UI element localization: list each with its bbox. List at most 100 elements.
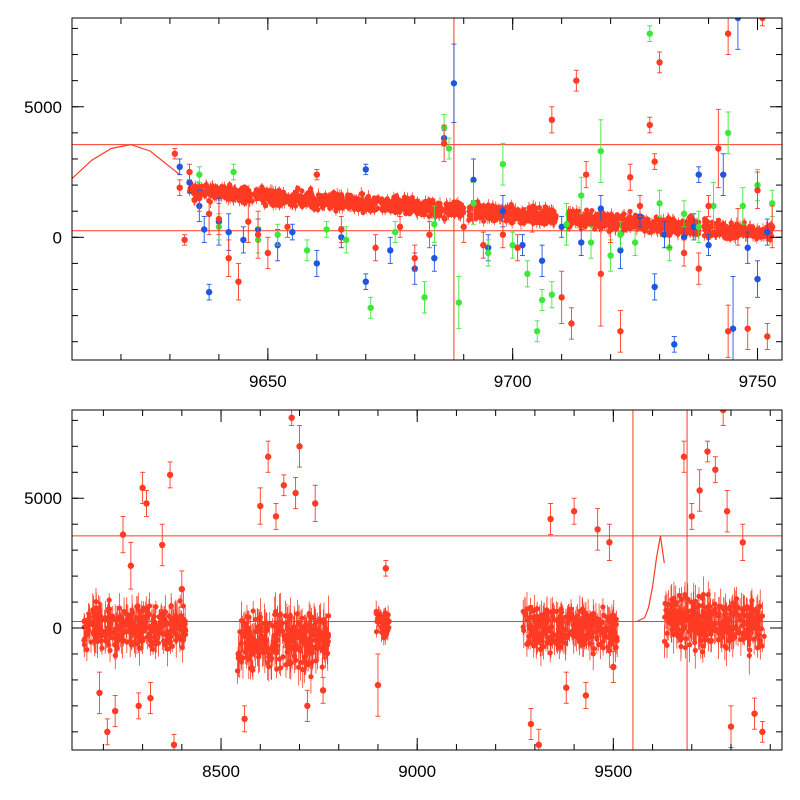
data-point-red [636,202,644,210]
dense-point [102,638,108,644]
data-point-blue [558,223,565,231]
dense-point [105,606,112,612]
data-point-red [573,77,580,84]
dense-point [355,207,361,213]
dense-point [646,229,653,235]
data-point-blue [754,275,761,283]
dense-point [393,193,400,199]
dense-point [514,209,520,215]
dense-point [269,188,275,195]
dense-point [748,230,754,237]
dense-point [493,217,499,223]
dense-point [378,199,384,206]
data-point-red [235,278,242,285]
dense-point [117,614,123,621]
dense-point [156,624,162,630]
data-point-red [205,210,213,218]
data-point-green [631,239,639,246]
dense-point [627,208,633,215]
data-point-green [303,247,311,254]
data-point-red [372,244,379,251]
data-point-green [607,252,614,259]
dense-point [448,203,454,209]
dense-point [412,203,418,209]
dense-point [441,216,447,222]
dense-point [722,225,729,232]
plot-frame [71,17,783,361]
dense-point [110,635,116,641]
data-point-blue [362,278,369,285]
data-point-red [617,328,624,335]
dense-point [164,646,171,652]
data-point-green [597,147,605,155]
data-point-green [710,202,717,210]
data-point-green [769,200,776,207]
dense-point [173,612,179,619]
dense-point [476,203,483,209]
data-point-blue [661,231,668,238]
data-point-red [724,30,732,37]
data-point-blue [240,236,247,244]
data-point-blue [205,288,213,296]
data-point-red [254,231,262,238]
data-point-red [440,140,448,147]
data-point-blue [470,176,477,184]
dense-point [358,191,364,197]
dense-point [93,611,99,617]
data-point-green [656,200,663,207]
dense-cluster-0 [81,587,189,670]
dense-point [670,218,676,224]
data-point-green [274,231,281,238]
dense-point [94,632,100,639]
plot-area [72,18,782,360]
dense-point [478,209,484,215]
dense-point [204,187,210,194]
data-point-green [617,231,624,238]
dense-point [417,202,423,208]
dense-point [413,207,419,214]
dense-point [621,211,627,217]
dense-point [401,195,408,201]
dense-point [649,221,656,228]
data-point-red [313,171,321,178]
data-point-red [514,244,521,251]
dense-point [528,209,535,215]
data-point-blue [201,226,208,233]
dense-point [742,232,749,238]
data-point-red [284,223,291,231]
dense-point [112,617,118,623]
data-point-red [426,231,433,238]
dense-point [84,632,90,638]
dense-point [88,639,94,645]
dense-point [303,194,309,200]
data-point-green [367,304,374,311]
data-point-blue [431,254,438,262]
dense-point [545,218,551,225]
dense-point [140,626,146,633]
dense-point [653,214,659,220]
data-point-blue [176,163,183,171]
data-point-blue [680,234,688,241]
dense-point [107,625,113,631]
model-curve [72,143,181,180]
dense-point [566,209,572,215]
dense-point [95,619,102,626]
dense-point [629,218,635,224]
dense-point [656,226,662,232]
dense-point [552,219,558,225]
dense-point [258,196,265,202]
data-point-red [656,59,663,66]
dense-point [375,194,381,201]
dense-point [392,203,398,209]
data-point-green [421,294,428,301]
data-point-green [533,328,541,335]
dense-point [505,213,511,219]
data-point-green [724,129,732,137]
dense-point [404,200,410,206]
dense-point [285,193,291,200]
dense-point [489,207,495,214]
dense-point [231,187,237,193]
dense-point [268,198,274,205]
data-point-red [264,249,272,257]
dense-point [750,224,756,230]
